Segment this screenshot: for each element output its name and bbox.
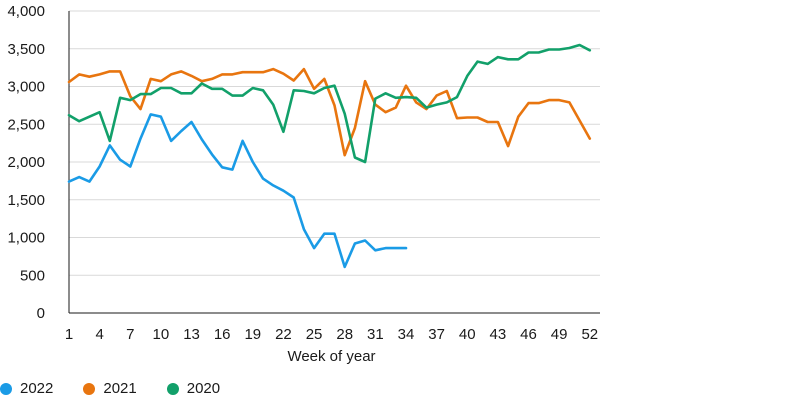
x-tick-label: 16 [214, 326, 231, 343]
y-tick-label: 0 [37, 305, 45, 322]
y-tick-label: 1,000 [7, 230, 45, 247]
x-tick-label: 4 [95, 326, 103, 343]
y-tick-label: 1,500 [7, 192, 45, 209]
y-tick-label: 4,000 [7, 3, 45, 20]
y-tick-label: 500 [20, 267, 45, 284]
x-tick-label: 28 [336, 326, 353, 343]
x-tick-label: 1 [65, 326, 73, 343]
legend-label: 2020 [186, 380, 221, 397]
x-tick-label: 25 [306, 326, 323, 343]
y-tick-label: 2,500 [7, 116, 45, 133]
x-tick-label: 7 [126, 326, 134, 343]
legend-swatch [83, 382, 96, 395]
x-axis-tick-labels: 1 4 7 10 13 16 19 22 25 28 31 34 37 40 43 46 49 52 [65, 326, 598, 343]
y-tick-label: 3,000 [7, 79, 45, 96]
legend-item-2020: 2020 [166, 380, 221, 397]
series-lines [67, 43, 592, 269]
y-axis-tick-labels: 0 500 1,000 1,500 2,000 2,500 3,000 3,500 4,000 [7, 3, 45, 322]
x-tick-label: 31 [367, 326, 384, 343]
x-tick-label: 52 [581, 326, 598, 343]
legend-swatch [166, 382, 179, 395]
legend-label: 2022 [20, 380, 54, 397]
y-tick-label: 3,500 [7, 41, 45, 58]
series-line-2022 [67, 113, 408, 269]
x-tick-label: 13 [183, 326, 200, 343]
legend-item-2022: 2022 [0, 380, 53, 397]
x-tick-label: 22 [275, 326, 292, 343]
x-tick-label: 46 [520, 326, 537, 343]
x-tick-label: 37 [428, 326, 445, 343]
series-line-2021 [67, 67, 592, 157]
series-line-2020 [67, 43, 592, 164]
legend-label: 2021 [103, 380, 137, 397]
x-tick-label: 40 [459, 326, 476, 343]
legend: 2022 2021 2020 [0, 380, 250, 397]
gridlines [69, 10, 600, 314]
x-tick-label: 19 [244, 326, 261, 343]
y-tick-label: 2,000 [7, 154, 45, 171]
x-axis-title: Week of year [287, 348, 375, 365]
x-tick-label: 43 [490, 326, 507, 343]
x-tick-label: 10 [153, 326, 170, 343]
x-tick-label: 49 [551, 326, 568, 343]
legend-swatch [0, 382, 12, 395]
x-tick-label: 34 [398, 326, 415, 343]
legend-item-2021: 2021 [83, 380, 137, 397]
